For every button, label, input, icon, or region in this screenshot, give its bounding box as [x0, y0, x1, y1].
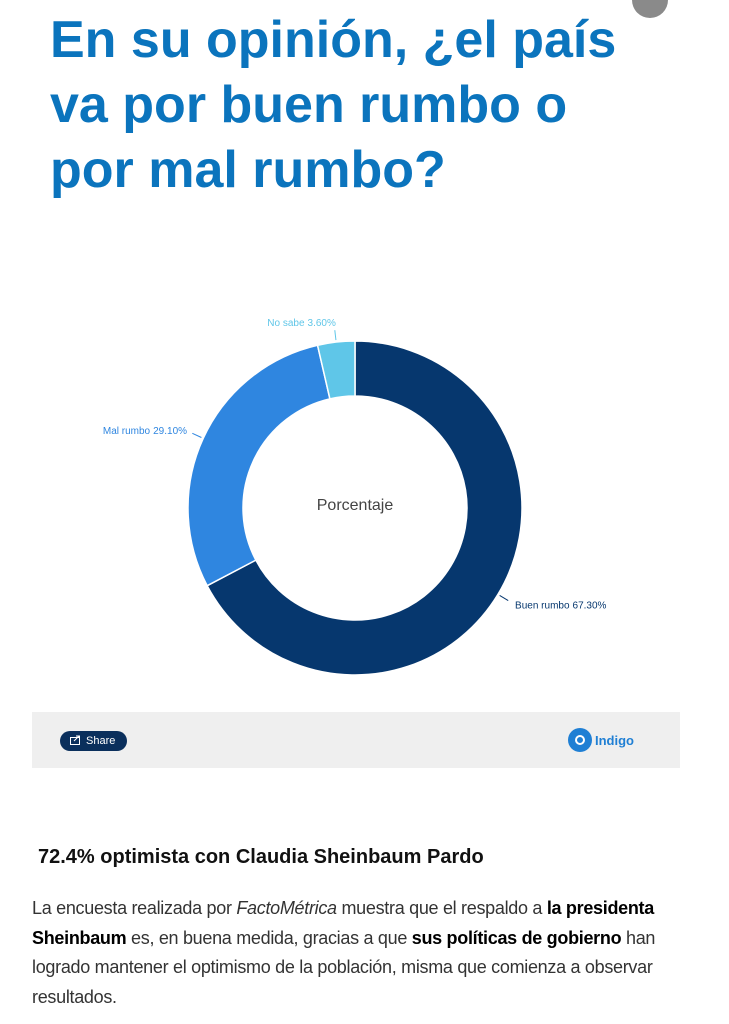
link-text[interactable]: sus políticas de gobierno — [411, 927, 622, 948]
page-title: En su opinión, ¿el país va por buen rumb… — [50, 11, 617, 199]
menu-button[interactable] — [632, 0, 668, 18]
share-icon — [70, 735, 80, 745]
logo[interactable]: Indigo — [568, 726, 634, 754]
chart-center-label: Porcentaje — [317, 497, 394, 514]
text: han logrado mantener el optimismo de la … — [32, 927, 656, 1007]
slice-category: Mal rumbo — [103, 426, 151, 437]
donut-slice — [187, 344, 331, 587]
article-paragraph: La encuesta realizada por FactoMétrica m… — [32, 894, 682, 1012]
text: es, en buena medida, gracias a que — [126, 927, 412, 948]
slice-label: No sabe 3.60% — [267, 318, 336, 329]
text: muestra que el respaldo a — [336, 898, 547, 918]
share-button[interactable]: Share — [60, 731, 128, 751]
slice-value: 67.30% — [573, 601, 607, 612]
slice-category: Buen rumbo — [515, 601, 570, 612]
emphasis: FactoMétrica — [236, 898, 337, 918]
donut-slice — [206, 340, 523, 676]
slice-value: 3.60% — [308, 318, 336, 329]
text: La encuesta realizada por — [32, 898, 237, 918]
article-heading: 72.4% optimista con Claudia Sheinbaum Pa… — [38, 846, 484, 868]
slice-label: Mal rumbo 29.10% — [103, 426, 187, 437]
slice-value: 29.10% — [153, 426, 187, 437]
toolbar: Share Indigo — [32, 712, 680, 768]
donut-slice — [316, 340, 356, 400]
donut-chart: Porcentaje Buen rumbo 67.30% Mal rumbo 29.1… — [103, 318, 607, 676]
logo-icon — [568, 728, 592, 752]
slice-category: No sabe — [267, 318, 305, 329]
leader-line — [334, 330, 337, 341]
leader-line — [499, 594, 509, 601]
leader-line — [192, 432, 202, 438]
share-label: Share — [86, 735, 116, 747]
link-text[interactable]: la presidenta Sheinbaum — [32, 898, 654, 948]
slice-label: Buen rumbo 67.30% — [515, 601, 607, 612]
logo-text: Indigo — [595, 732, 634, 748]
